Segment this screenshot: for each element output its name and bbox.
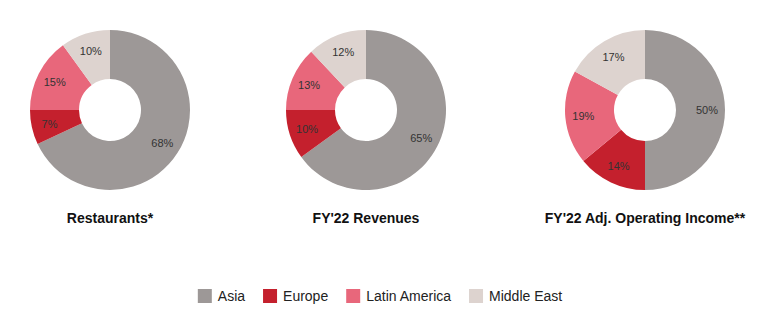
data-label: 10% [296, 123, 318, 135]
data-label: 65% [410, 132, 432, 144]
legend-item: Europe [263, 288, 328, 304]
data-labels: 65% 10% 13% 12% [296, 46, 432, 144]
legend-item: Latin America [346, 288, 451, 304]
data-label: 14% [608, 160, 630, 172]
slices [565, 30, 725, 190]
donut-slice [645, 30, 725, 190]
data-labels: 50% 14% 19% 17% [572, 51, 718, 172]
donut-slice [63, 30, 110, 85]
legend-swatch [346, 289, 360, 303]
data-label: 13% [298, 79, 320, 91]
donut-slice [575, 30, 645, 95]
slices [286, 30, 446, 190]
donut-chart: 68% 7% 15% 10% [30, 30, 190, 190]
data-label: 7% [42, 118, 58, 130]
legend-item: Asia [198, 288, 245, 304]
data-label: 68% [151, 137, 173, 149]
donut-slice [30, 110, 82, 144]
legend-label: Europe [283, 288, 328, 304]
chart-title: FY'22 Revenues [313, 210, 420, 226]
donut-chart: 65% 10% 13% 12% [286, 30, 446, 190]
data-labels: 68% 7% 15% 10% [42, 45, 174, 149]
legend-label: Latin America [366, 288, 451, 304]
chart-title: Restaurants* [67, 210, 154, 226]
legend-label: Middle East [489, 288, 562, 304]
legend-swatch [469, 289, 483, 303]
legend: Asia Europe Latin America Middle East [198, 288, 562, 304]
slices [30, 30, 190, 190]
data-label: 19% [572, 110, 594, 122]
data-label: 17% [602, 51, 624, 63]
legend-swatch [263, 289, 277, 303]
legend-swatch [198, 289, 212, 303]
data-label: 10% [80, 45, 102, 57]
legend-item: Middle East [469, 288, 562, 304]
legend-label: Asia [218, 288, 245, 304]
chart-canvas: 68% 7% 15% 10% Restaurants* Asia Europe Latin A… [0, 0, 760, 313]
data-label: 50% [696, 104, 718, 116]
data-label: 12% [332, 46, 354, 58]
donut-slice [286, 110, 341, 157]
donut-chart: 50% 14% 19% 17% [565, 30, 725, 190]
data-label: 15% [44, 76, 66, 88]
chart-title: FY'22 Adj. Operating Income** [545, 210, 746, 226]
